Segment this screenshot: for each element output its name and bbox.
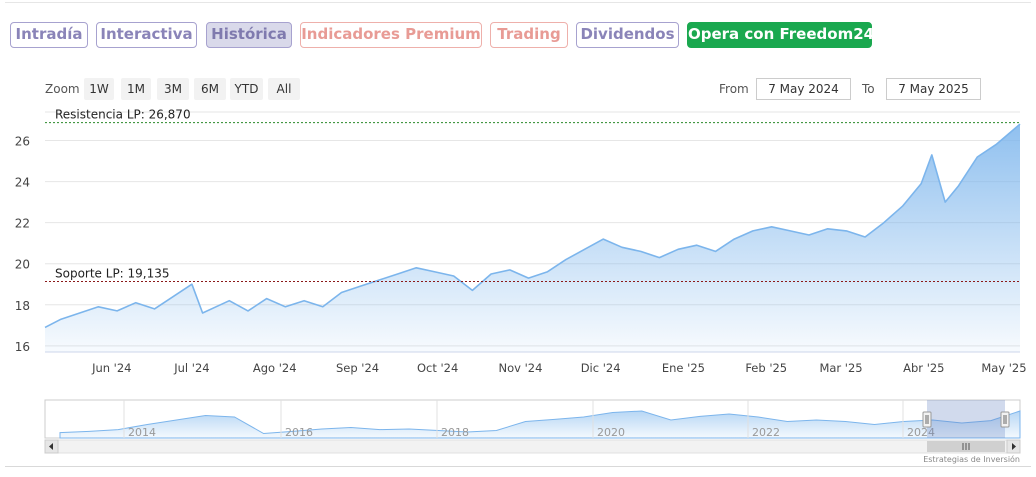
- zoom-3m-button[interactable]: 3M: [157, 78, 189, 100]
- x-tick-label: Jul '24: [173, 361, 209, 375]
- x-tick-label: Feb '25: [745, 361, 787, 375]
- x-tick-label: Dic '24: [581, 361, 621, 375]
- zoom-all-button[interactable]: All: [268, 78, 300, 100]
- tab-trading[interactable]: Trading: [490, 22, 568, 48]
- y-tick-label: 16: [15, 340, 30, 354]
- zoom-label: Zoom: [45, 82, 80, 96]
- tab-dividendos[interactable]: Dividendos: [576, 22, 679, 48]
- navigator-year-label: 2016: [285, 426, 313, 439]
- y-tick-label: 26: [15, 135, 30, 149]
- resistance-label: Resistencia LP: 26,870: [55, 108, 191, 122]
- zoom-ytd-button[interactable]: YTD: [230, 78, 263, 100]
- navigator-year-label: 2024: [907, 426, 935, 439]
- zoom-6m-button[interactable]: 6M: [194, 78, 226, 100]
- tab-interactiva[interactable]: Interactiva: [96, 22, 197, 48]
- range-to-input[interactable]: 7 May 2025: [886, 78, 981, 100]
- x-tick-label: Sep '24: [336, 361, 379, 375]
- bottom-divider: [5, 466, 1031, 467]
- y-tick-label: 20: [15, 258, 30, 272]
- y-tick-label: 18: [15, 299, 30, 313]
- navigator-left-handle[interactable]: [922, 411, 932, 428]
- navigator-year-label: 2022: [752, 426, 780, 439]
- arrow-right-icon: [1012, 443, 1016, 450]
- x-tick-label: Ago '24: [253, 361, 297, 375]
- navigator-year-label: 2014: [128, 426, 156, 439]
- navigator-series: [59, 410, 1021, 439]
- x-tick-label: Jun '24: [91, 361, 131, 375]
- x-tick-label: Nov '24: [499, 361, 543, 375]
- arrow-left-icon: [49, 443, 53, 450]
- tab-indicadores-premium[interactable]: Indicadores Premium: [300, 22, 482, 48]
- x-tick-label: Oct '24: [417, 361, 458, 375]
- range-to-label: To: [862, 82, 875, 96]
- scrollbar-track[interactable]: [44, 439, 1021, 454]
- tab-opera-freedom24[interactable]: Opera con Freedom24: [687, 22, 874, 48]
- zoom-1w-button[interactable]: 1W: [84, 78, 114, 100]
- x-tick-label: Abr '25: [903, 361, 944, 375]
- zoom-1m-button[interactable]: 1M: [121, 78, 151, 100]
- x-tick-label: Mar '25: [819, 361, 862, 375]
- y-tick-label: 24: [15, 176, 30, 190]
- series-area: [45, 124, 1020, 352]
- x-tick-label: May '25: [981, 361, 1026, 375]
- range-from-label: From: [719, 82, 749, 96]
- range-from-input[interactable]: 7 May 2024: [756, 78, 851, 100]
- credits-text: Estrategias de Inversión: [923, 455, 1020, 464]
- y-tick-label: 22: [15, 217, 30, 231]
- support-label: Soporte LP: 19,135: [55, 266, 170, 280]
- x-tick-label: Ene '25: [662, 361, 705, 375]
- navigator-year-label: 2020: [597, 426, 625, 439]
- navigator-year-label: 2018: [441, 426, 469, 439]
- tab-intradia[interactable]: Intradía: [10, 22, 88, 48]
- top-divider: [5, 2, 1031, 3]
- tab-historica[interactable]: Histórica: [206, 22, 292, 48]
- navigator-selection[interactable]: [927, 400, 1005, 438]
- navigator-right-handle[interactable]: [1000, 411, 1010, 428]
